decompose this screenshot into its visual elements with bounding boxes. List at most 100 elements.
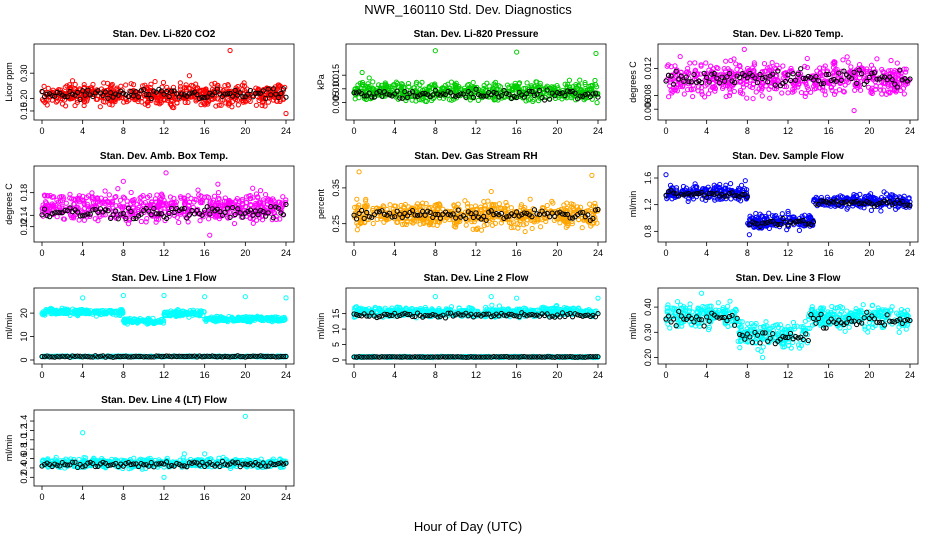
x-tick-label: 8 xyxy=(121,126,126,136)
x-tick-label: 16 xyxy=(512,126,522,136)
data-point xyxy=(766,210,772,216)
x-tick-label: 24 xyxy=(905,126,915,136)
x-tick-label: 0 xyxy=(351,126,356,136)
outlier-point xyxy=(186,73,193,79)
panel-title: Stan. Dev. Sample Flow xyxy=(732,151,844,162)
data-point xyxy=(761,61,768,67)
data-point xyxy=(844,54,850,60)
figure-title: NWR_160110 Std. Dev. Diagnostics xyxy=(364,2,572,17)
x-tick-label: 4 xyxy=(704,248,709,258)
outlier-point xyxy=(283,110,289,117)
data-point xyxy=(81,217,87,223)
data-point xyxy=(41,83,47,89)
data-point xyxy=(176,219,182,226)
data-point xyxy=(848,64,854,70)
data-point xyxy=(462,198,468,204)
data-point xyxy=(798,89,805,96)
data-point xyxy=(804,55,810,62)
x-tick-label: 24 xyxy=(281,370,291,380)
data-points xyxy=(39,170,289,238)
y-tick-label: 0.35 xyxy=(331,179,341,197)
data-point xyxy=(690,93,696,100)
data-point xyxy=(738,182,745,188)
y-tick-label: 1.2 xyxy=(643,198,653,211)
y-tick-label: 0.015 xyxy=(331,64,341,87)
x-tick-label: 8 xyxy=(745,126,750,136)
x-tick-label: 20 xyxy=(240,370,250,380)
data-point xyxy=(868,62,875,68)
outlier-point xyxy=(488,188,494,195)
x-tick-label: 20 xyxy=(864,248,874,258)
x-tick-label: 24 xyxy=(593,248,603,258)
data-point xyxy=(802,63,808,70)
x-tick-label: 16 xyxy=(824,126,834,136)
x-tick-label: 12 xyxy=(471,126,481,136)
y-tick-label: 0.012 xyxy=(643,57,653,80)
outlier-point xyxy=(593,50,599,57)
data-point xyxy=(152,78,158,85)
outlier-point xyxy=(432,48,438,54)
x-tick-label: 4 xyxy=(392,126,397,136)
data-point xyxy=(182,99,188,105)
x-tick-label: 16 xyxy=(200,248,210,258)
outlier-point xyxy=(356,169,362,175)
data-point xyxy=(845,59,851,65)
outlier-point xyxy=(359,69,365,76)
data-point xyxy=(115,186,121,192)
y-tick-label: 0.20 xyxy=(19,90,29,108)
outlier-point xyxy=(366,75,372,81)
data-point xyxy=(677,53,683,60)
y-tick-label: 0.14 xyxy=(19,207,29,225)
x-tick-label: 16 xyxy=(824,248,834,258)
data-point xyxy=(857,87,864,93)
panel-title: Stan. Dev. Line 1 Flow xyxy=(112,273,217,284)
data-point xyxy=(878,208,884,214)
panel-title: Stan. Dev. Li-820 Pressure xyxy=(414,29,539,40)
data-point xyxy=(117,197,124,203)
data-points xyxy=(39,292,289,360)
y-tick-label: 0.15 xyxy=(19,102,29,120)
data-point xyxy=(475,97,481,103)
panel-title: Stan. Dev. Li-820 Temp. xyxy=(733,29,844,40)
data-points xyxy=(351,48,601,106)
outlier-point xyxy=(120,178,126,184)
data-point xyxy=(692,60,698,66)
y-tick-label: 1.6 xyxy=(643,172,653,185)
data-points xyxy=(351,169,601,235)
data-point xyxy=(874,56,880,62)
y-tick-label: 0.008 xyxy=(643,84,653,107)
outlier-point xyxy=(589,172,595,178)
data-point xyxy=(579,225,585,231)
y-tick-label: 0.8 xyxy=(643,225,653,238)
data-point xyxy=(257,188,264,194)
plot-frame xyxy=(33,287,295,365)
data-point xyxy=(544,202,550,209)
x-tick-label: 0 xyxy=(39,370,44,380)
y-tick-label: 0.25 xyxy=(331,215,341,233)
x-tick-label: 0 xyxy=(39,126,44,136)
data-point xyxy=(496,201,502,207)
y-axis-label: ml/min xyxy=(4,313,14,340)
summary-point xyxy=(663,78,669,84)
data-point xyxy=(185,193,191,199)
data-point xyxy=(804,64,810,71)
data-point xyxy=(485,198,491,204)
data-points xyxy=(663,46,913,114)
panel-title: Stan. Dev. Gas Stream RH xyxy=(414,151,537,162)
data-point xyxy=(728,196,734,202)
data-point xyxy=(785,90,791,96)
data-point xyxy=(577,77,583,83)
x-tick-label: 16 xyxy=(200,126,210,136)
data-point xyxy=(265,99,272,105)
data-point xyxy=(45,85,51,91)
y-axis-label: kPa xyxy=(316,74,326,90)
data-point xyxy=(666,94,672,100)
x-tick-label: 0 xyxy=(663,248,668,258)
data-point xyxy=(97,104,103,110)
x-tick-label: 12 xyxy=(471,248,481,258)
data-point xyxy=(102,99,108,105)
data-point xyxy=(868,207,875,213)
data-point xyxy=(566,77,573,83)
